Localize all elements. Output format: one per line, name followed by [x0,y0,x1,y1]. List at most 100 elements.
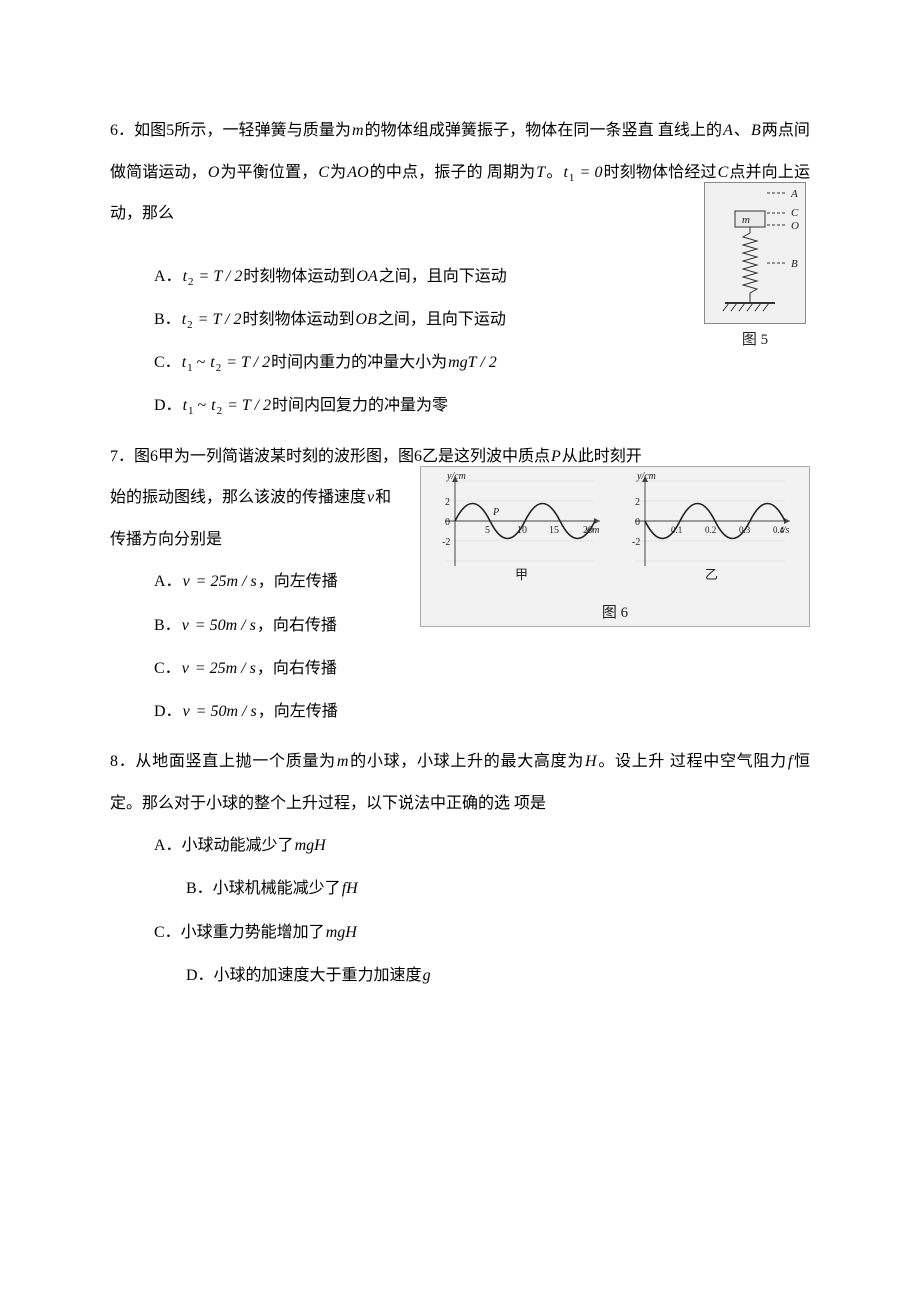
opt-eq: = 25m / s [190,660,257,677]
question-7: 7．图6甲为一列简谐波某时刻的波形图，图6乙是这列波中质点P从此时刻开 y/cm [110,436,810,734]
fig5-label-O: O [791,220,799,232]
q8-number: 8 [110,753,118,770]
opt-tilde: ~ [193,354,210,371]
q7-l1-post: 从此时刻开 [562,448,642,465]
q6-mid4: 为 [330,164,346,181]
opt-suffix: ，向左传播 [258,573,338,590]
q7-stem-line2: 始的振动图线，那么该波的传播速度v和 [110,477,400,519]
q8-l1-mid: 的小球，小球上升的最大高度为 [349,753,584,770]
q7-option-D: D．v = 50m / s，向左传播 [154,690,810,733]
opt-eq: = T / 2 [222,397,272,414]
opt-label: B． [154,311,181,328]
opt-v: v [181,660,190,677]
opt-suffix: ，向右传播 [257,617,337,634]
opt-label: A． [154,573,182,590]
opt-txt2: 之间，且向下运动 [378,311,506,328]
q8-l3: 项是 [514,795,546,812]
svg-text:0: 0 [445,517,450,528]
q8-options: A．小球动能减少了mgH B．小球机械能减少了fH C．小球重力势能增加了mgH… [110,824,810,997]
figure-5: A C O B m 图 5 [700,182,810,351]
opt-sub: 2 [188,276,194,288]
q8-option-A: A．小球动能减少了mgH [154,824,810,867]
figure-5-box: A C O B m [704,182,806,324]
q6-p1-post: 的物体组成弹簧振子，物体在同一条竖直 [365,122,654,139]
opt-label: D． [154,703,182,720]
opt-eq: = 50m / s [191,703,258,720]
q7-l1-pre: ．图6甲为一列简谐波某时刻的波形图，图6乙是这列波中质点 [118,448,550,465]
opt-txt1: 时间内重力的冲量大小为 [271,354,447,371]
opt-label: A．小球动能减少了 [154,837,294,854]
opt-eq: = 50m / s [190,617,257,634]
opt-tilde: ~ [194,397,211,414]
svg-text:2: 2 [445,497,450,508]
q7-number: 7 [110,448,118,465]
opt-expr: fH [341,880,359,897]
q8-option-B: B．小球机械能减少了fH [154,867,810,910]
svg-text:0: 0 [635,517,640,528]
svg-text:-2: -2 [442,537,450,548]
opt-suffix: ，向右传播 [257,660,337,677]
svg-text:0.3: 0.3 [739,525,751,535]
opt-sub: 2 [187,319,193,331]
svg-text:2: 2 [635,497,640,508]
fig6r-sublabel: 乙 [705,567,718,582]
opt-expr: mgH [325,924,358,941]
opt-label: B．小球机械能减少了 [186,880,341,897]
opt-expr: mgH [294,837,327,854]
q8-m: m [336,753,350,770]
opt-txt1: 时间内回复力的冲量为零 [272,397,448,414]
q8-H: H [584,753,598,770]
q6-m: m [351,122,365,139]
opt-OA: OA [355,268,378,285]
opt-mgT: mgT / 2 [447,354,498,371]
opt-OB: OB [355,311,378,328]
opt-label: B． [154,617,181,634]
q6-C: C [317,164,330,181]
q6-p2-pre: 直线上的 [658,122,722,139]
question-8: 8．从地面竖直上抛一个质量为m的小球，小球上升的最大高度为H。设上升 过程中空气… [110,741,810,997]
figure-6: y/cm x/m 2 0 -2 5 10 15 20 P 甲 [420,466,810,627]
q7-P: P [550,448,562,465]
svg-text:-2: -2 [632,537,640,548]
q8-option-D: D．小球的加速度大于重力加速度g [154,954,810,997]
fig5-label-B: B [791,258,798,270]
question-6: 6．如图5所示，一轻弹簧与质量为m的物体组成弹簧振子，物体在同一条竖直 直线上的… [110,110,810,428]
svg-text:15: 15 [549,525,559,536]
q6-eq0: = 0 [574,164,603,181]
q7-l2-mid: 和 [375,489,391,506]
opt-label: C． [154,660,181,677]
q6-p1-pre: ．如图5所示，一轻弹簧与质量为 [118,122,351,139]
fig5-label-A: A [790,188,798,200]
opt-v: v [182,573,191,590]
figure-5-caption: 图 5 [700,330,810,351]
svg-text:0.1: 0.1 [671,525,682,535]
fig6l-ylabel: y/cm [446,471,466,482]
q6-T: T [535,164,546,181]
opt-txt1: 时刻物体运动到 [243,268,355,285]
svg-text:0.2: 0.2 [705,525,716,535]
q7-l2-pre: 始的振动图线，那么该波的传播速度 [110,489,366,506]
fig5-label-C: C [791,207,799,219]
opt-eq: = 25m / s [191,573,258,590]
opt-suffix: ，向左传播 [258,703,338,720]
q7-v: v [366,489,375,506]
fig6l-P: P [492,507,499,518]
opt-label: C． [154,354,181,371]
q8-l1-post: 。设上升 [598,753,666,770]
fig6l-sublabel: 甲 [515,567,528,582]
q7-option-C: C．v = 25m / s，向右传播 [154,647,810,690]
q6-mid1: 、 [734,122,750,139]
fig6r-ylabel: y/cm [636,471,656,482]
page: 6．如图5所示，一轻弹簧与质量为m的物体组成弹簧振子，物体在同一条竖直 直线上的… [0,0,920,1302]
q6-p2-end: 的中点，振子的 [370,164,483,181]
q6-p3-mid2: 时刻物体恰经过 [604,164,717,181]
opt-eq: = T / 2 [194,268,244,285]
opt-eq: = T / 2 [193,311,243,328]
spring-diagram-icon: A C O B m [705,183,805,323]
q6-B: B [750,122,762,139]
figure-6-caption: 图 6 [425,603,805,624]
opt-label: C．小球重力势能增加了 [154,924,325,941]
q6-mid3: 为平衡位置， [220,164,317,181]
opt-label: A． [154,268,182,285]
opt-v: v [181,617,190,634]
